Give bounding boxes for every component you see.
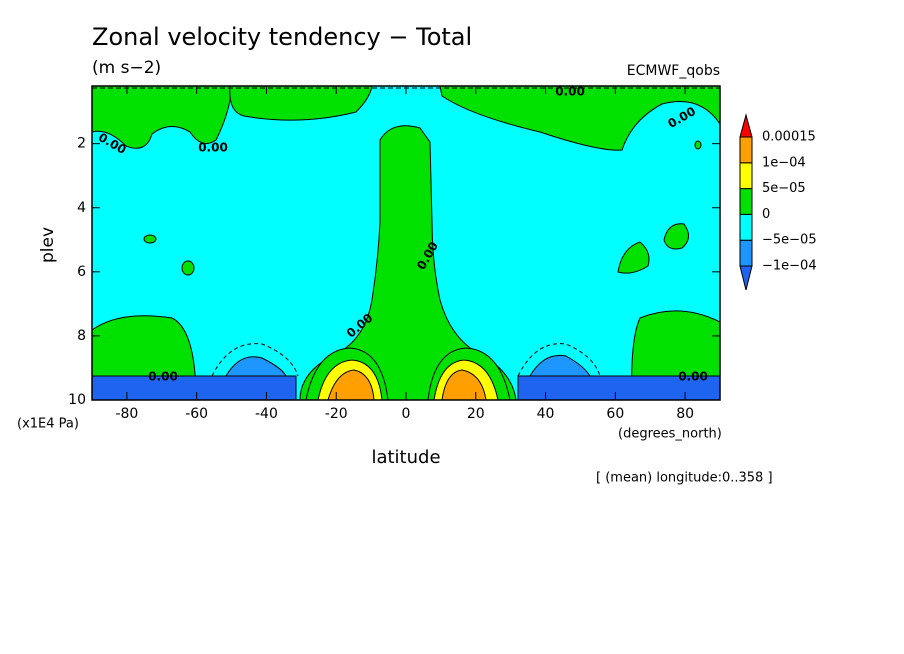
y-axis-title: plev — [38, 227, 58, 263]
colorbar-box — [739, 239, 753, 267]
negative-regions — [92, 87, 720, 400]
colorbar-label: 0.00015 — [762, 130, 816, 145]
colorbar-triangle — [739, 113, 753, 138]
note: [ (mean) longitude:0..358 ] — [596, 471, 773, 486]
contour-label: 0.00 — [148, 370, 178, 384]
x-tick-label: -20 — [325, 406, 348, 422]
x-tick-label: 60 — [606, 406, 624, 422]
source-label: ECMWF_qobs — [627, 63, 720, 79]
x-tick-label: -80 — [115, 406, 138, 422]
colorbar-label: 1e−04 — [762, 155, 806, 170]
warm-regions — [305, 347, 511, 400]
x-unit: (degrees_north) — [618, 427, 722, 442]
x-tick-label: -40 — [255, 406, 278, 422]
contour-field — [92, 86, 720, 400]
contour-label: 0.00 — [198, 141, 228, 155]
x-tick-label: 0 — [402, 406, 411, 422]
colorbar-box — [739, 162, 753, 190]
x-axis-title: latitude — [371, 447, 440, 468]
colorbar-box — [739, 136, 753, 164]
x-tick-label: 80 — [676, 406, 694, 422]
colorbar-label: −5e−05 — [762, 233, 817, 248]
y-tick-label: 10 — [68, 392, 86, 408]
colorbar-label: 0 — [762, 207, 770, 222]
contour-label: 0.00 — [555, 85, 585, 99]
y-tick-label: 6 — [77, 264, 86, 280]
colorbar-label: 5e−05 — [762, 181, 806, 196]
chart-subtitle: (m s−2) — [92, 58, 161, 78]
colorbar-triangle — [739, 265, 753, 291]
colorbar-label: −1e−04 — [762, 259, 817, 274]
contour-label: 0.00 — [678, 370, 708, 384]
y-tick-label: 2 — [77, 136, 86, 152]
y-tick-label: 4 — [77, 200, 86, 216]
x-tick-label: 40 — [537, 406, 555, 422]
x-tick-label: 20 — [467, 406, 485, 422]
colorbar-box — [739, 188, 753, 215]
y-unit: (x1E4 Pa) — [17, 417, 79, 432]
x-tick-label: -60 — [185, 406, 208, 422]
colorbar-box — [739, 213, 753, 241]
y-tick-label: 8 — [77, 328, 86, 344]
chart-title: Zonal velocity tendency − Total — [92, 23, 472, 51]
